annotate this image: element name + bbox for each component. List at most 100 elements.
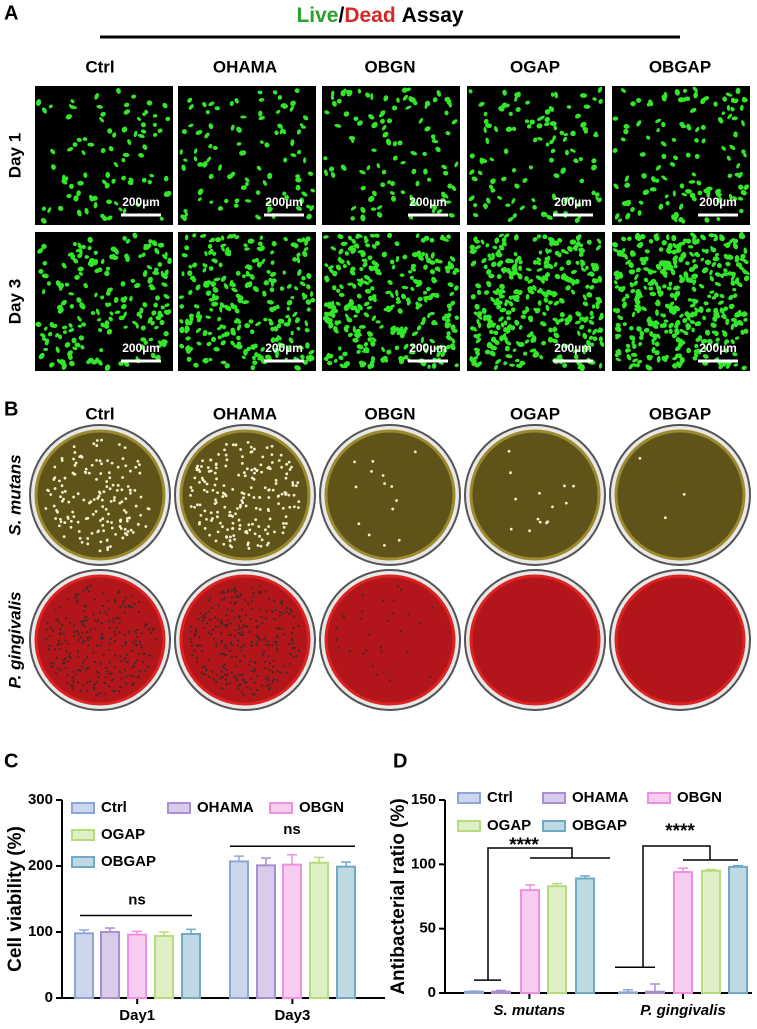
colony bbox=[201, 459, 204, 463]
cell bbox=[509, 363, 515, 367]
colony bbox=[113, 630, 116, 633]
colony bbox=[74, 593, 77, 597]
cell bbox=[703, 346, 707, 351]
cell bbox=[723, 306, 729, 312]
cell bbox=[727, 271, 733, 276]
cell bbox=[597, 197, 602, 203]
cell bbox=[473, 311, 479, 316]
cell bbox=[702, 354, 709, 359]
bar bbox=[181, 932, 201, 999]
cell bbox=[159, 216, 164, 221]
cell bbox=[330, 246, 337, 251]
colony bbox=[252, 693, 256, 696]
colony bbox=[84, 517, 88, 521]
cell bbox=[220, 243, 227, 248]
colony bbox=[131, 641, 134, 644]
cell bbox=[617, 218, 622, 223]
cell bbox=[100, 322, 105, 328]
error-bar bbox=[650, 983, 660, 992]
colony bbox=[78, 536, 82, 540]
colony bbox=[82, 619, 85, 622]
cell bbox=[101, 179, 108, 185]
cell bbox=[598, 98, 603, 104]
cell bbox=[472, 326, 477, 332]
colony bbox=[46, 622, 49, 625]
cell bbox=[586, 339, 591, 346]
colony bbox=[222, 484, 226, 488]
cell bbox=[482, 203, 488, 208]
colony bbox=[198, 520, 202, 524]
cell bbox=[695, 238, 700, 245]
colony bbox=[223, 448, 226, 452]
cell bbox=[559, 266, 565, 271]
colony bbox=[226, 619, 229, 622]
panel-label: D bbox=[393, 750, 407, 772]
cell bbox=[732, 352, 738, 357]
cell bbox=[546, 215, 553, 220]
cell bbox=[554, 273, 561, 280]
colony bbox=[250, 669, 253, 672]
colony bbox=[233, 587, 237, 590]
cell bbox=[147, 179, 152, 185]
colony bbox=[77, 530, 81, 533]
cell bbox=[612, 148, 618, 153]
colony bbox=[198, 644, 201, 647]
colony bbox=[53, 465, 57, 469]
cell bbox=[430, 292, 438, 297]
cell bbox=[486, 314, 492, 319]
cell bbox=[722, 330, 728, 337]
cell bbox=[197, 197, 202, 202]
cell bbox=[219, 306, 223, 313]
colony bbox=[63, 632, 66, 635]
colony bbox=[240, 690, 243, 693]
cell bbox=[67, 350, 73, 357]
colony bbox=[208, 675, 211, 679]
cell bbox=[474, 303, 480, 310]
cell bbox=[627, 236, 632, 241]
colony bbox=[663, 516, 667, 520]
colony bbox=[64, 666, 67, 669]
cell bbox=[586, 292, 593, 298]
panel-label: C bbox=[4, 750, 18, 772]
cell bbox=[212, 251, 217, 256]
cell bbox=[121, 175, 126, 181]
colony bbox=[210, 519, 213, 522]
cell bbox=[485, 123, 493, 128]
cell bbox=[529, 348, 537, 353]
cell bbox=[371, 315, 377, 321]
cell bbox=[522, 178, 528, 183]
bar bbox=[100, 931, 120, 999]
cell bbox=[715, 192, 722, 198]
cell bbox=[451, 185, 457, 191]
cell bbox=[730, 275, 736, 281]
cell bbox=[304, 320, 308, 327]
cell bbox=[700, 257, 705, 262]
cell bbox=[305, 299, 311, 305]
cell bbox=[208, 266, 214, 271]
cell bbox=[504, 345, 510, 352]
colony bbox=[96, 497, 100, 500]
cell bbox=[259, 235, 263, 240]
cell bbox=[481, 258, 487, 264]
cell bbox=[260, 245, 265, 251]
cell bbox=[395, 300, 402, 304]
colony bbox=[80, 620, 83, 623]
cell bbox=[575, 311, 582, 317]
colony bbox=[251, 522, 254, 526]
colony bbox=[91, 512, 95, 516]
colony bbox=[282, 525, 286, 529]
cell bbox=[707, 338, 713, 345]
cell bbox=[498, 233, 504, 238]
colony bbox=[242, 492, 246, 496]
cell bbox=[426, 177, 432, 182]
cell bbox=[557, 318, 565, 323]
colony bbox=[189, 493, 192, 497]
colony bbox=[272, 659, 275, 662]
colony bbox=[71, 687, 74, 690]
cell bbox=[123, 102, 130, 108]
colony bbox=[249, 687, 252, 690]
micrograph: 200µm bbox=[178, 232, 316, 371]
cell bbox=[294, 319, 299, 324]
agar-plate bbox=[174, 569, 316, 711]
cell bbox=[452, 270, 457, 275]
